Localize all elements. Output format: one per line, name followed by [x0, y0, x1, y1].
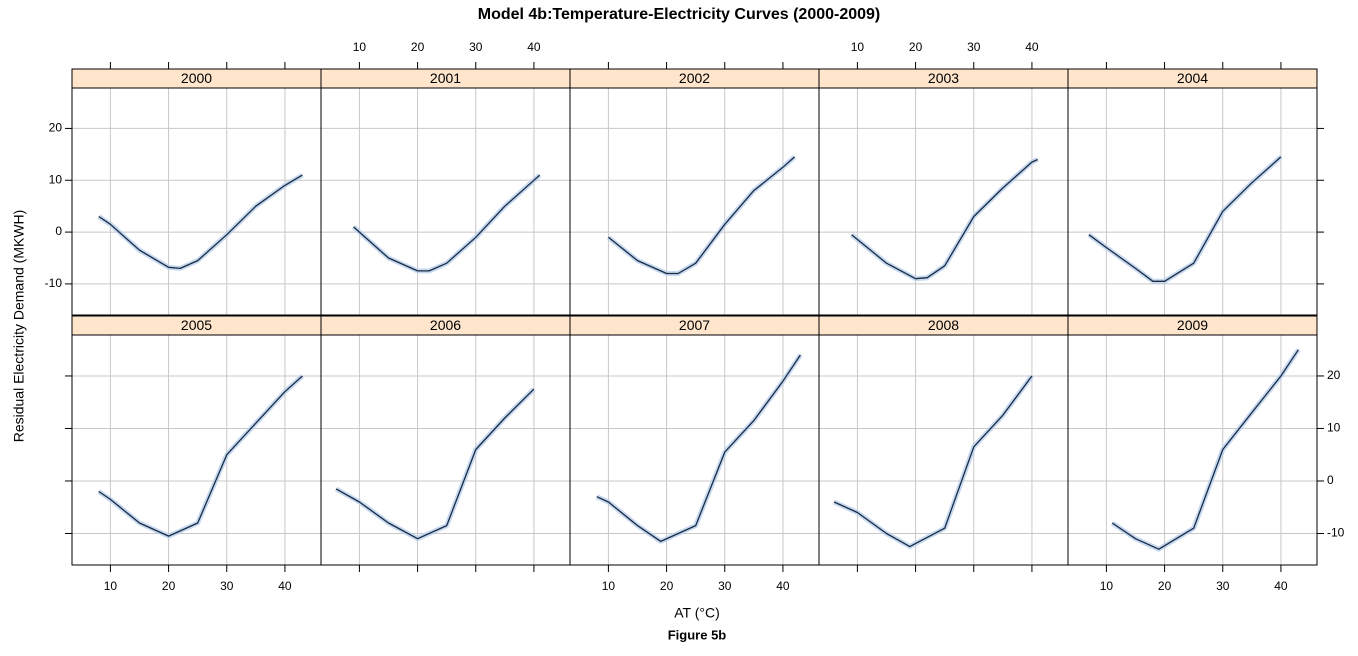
curve	[851, 158, 1038, 280]
y-tick-label: -10	[45, 276, 63, 290]
confidence-band	[595, 353, 803, 544]
panel-frame	[1067, 87, 1318, 316]
x-tick-label: 40	[527, 40, 541, 54]
panel-title: 2002	[679, 70, 710, 86]
panel-title: 2008	[928, 317, 959, 333]
x-tick-label: 10	[602, 579, 616, 593]
panel-title: 2006	[430, 317, 461, 333]
panel-title: 2005	[181, 317, 212, 333]
panel-frame	[71, 87, 322, 316]
confidence-band	[1110, 348, 1301, 552]
curve	[833, 375, 1033, 548]
panel-title: 2003	[928, 70, 959, 86]
curve	[596, 354, 801, 543]
curve	[1111, 349, 1299, 550]
curve	[353, 174, 541, 272]
x-tick-label: 20	[411, 40, 425, 54]
y-tick-label: -10	[1327, 526, 1345, 540]
y-axis-label: Residual Electricity Demand (MKWH)	[11, 210, 27, 443]
x-tick-label: 40	[1025, 40, 1039, 54]
curve	[98, 375, 303, 537]
panel-frame	[320, 334, 571, 566]
x-tick-label: 30	[718, 579, 732, 593]
x-tick-label: 30	[220, 579, 234, 593]
panel-title: 2001	[430, 70, 461, 86]
panel-frame	[1067, 334, 1318, 566]
caption: Figure 5b	[668, 627, 727, 642]
x-tick-label: 30	[967, 40, 981, 54]
panel-title: 2007	[679, 317, 710, 333]
confidence-band	[1087, 155, 1283, 284]
confidence-band	[351, 173, 542, 274]
x-tick-label: 40	[1274, 579, 1288, 593]
curve	[1088, 156, 1282, 282]
x-tick-label: 20	[1158, 579, 1172, 593]
confidence-band	[334, 387, 536, 542]
x-tick-label: 40	[776, 579, 790, 593]
panel-frame	[569, 334, 820, 566]
panel-title: 2000	[181, 70, 212, 86]
y-tick-label: 10	[49, 172, 63, 186]
x-tick-label: 30	[1216, 579, 1230, 593]
panel-frame	[818, 87, 1069, 316]
y-tick-label: 0	[1327, 473, 1334, 487]
x-tick-label: 10	[104, 579, 118, 593]
x-tick-label: 20	[660, 579, 674, 593]
y-tick-label: 10	[1327, 421, 1341, 435]
y-tick-label: 20	[1327, 368, 1341, 382]
curve	[335, 388, 535, 540]
x-tick-label: 30	[469, 40, 483, 54]
x-tick-label: 20	[909, 40, 923, 54]
x-tick-label: 40	[278, 579, 292, 593]
curve	[98, 174, 303, 270]
x-axis-label: AT (°C)	[674, 605, 720, 621]
confidence-band	[97, 374, 305, 539]
x-tick-label: 10	[851, 40, 865, 54]
x-tick-label: 20	[162, 579, 176, 593]
confidence-band	[833, 374, 1034, 550]
panel-title: 2009	[1177, 317, 1208, 333]
confidence-band	[850, 157, 1039, 282]
confidence-band	[97, 172, 304, 271]
curve	[607, 156, 796, 275]
x-tick-label: 10	[1100, 579, 1114, 593]
y-tick-label: 0	[55, 224, 62, 238]
panel-frame	[320, 87, 571, 316]
x-tick-label: 10	[353, 40, 367, 54]
chart-title: Model 4b:Temperature-Electricity Curves …	[478, 6, 881, 23]
y-tick-label: 20	[49, 121, 63, 135]
panel-title: 2004	[1177, 70, 1208, 86]
panel-frame	[569, 87, 820, 316]
panel-frame	[71, 334, 322, 566]
